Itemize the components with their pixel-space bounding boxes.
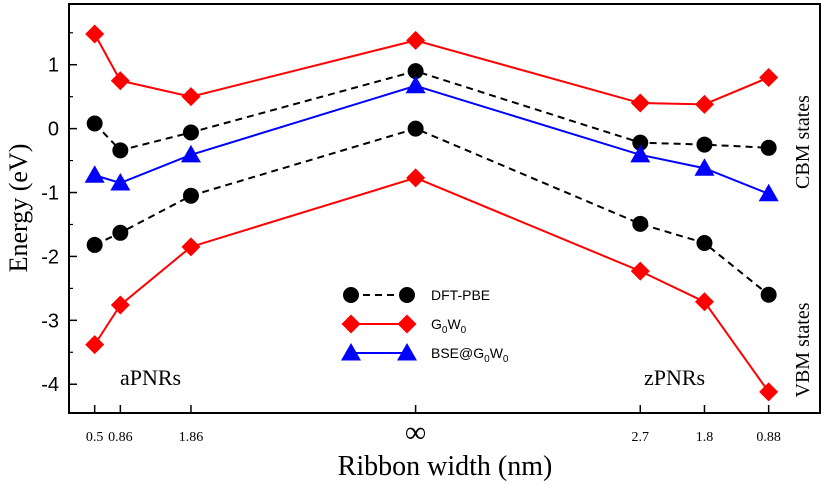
data-point xyxy=(632,215,649,232)
x-tick-label: 0.88 xyxy=(756,430,781,445)
tick-labels: 1 0 -1 -2 -3 -4 0.5 0.86 1.86 ∞ 2.7 1.8 0.88 xyxy=(41,55,781,449)
y-tick-label: 1 xyxy=(48,55,59,77)
y-axis-label: Energy (eV) xyxy=(4,144,33,273)
data-point xyxy=(182,124,199,141)
data-point xyxy=(110,295,130,315)
data-point xyxy=(112,142,129,159)
data-point xyxy=(759,67,779,87)
x-tick-label: 1.8 xyxy=(696,430,714,445)
data-point xyxy=(407,63,424,80)
y-tick-label: -4 xyxy=(41,374,59,396)
legend-label: G0W0 xyxy=(431,316,467,336)
data-point xyxy=(405,75,426,94)
series-markers xyxy=(84,24,779,402)
data-point xyxy=(696,136,713,153)
data-point xyxy=(632,134,649,151)
data-point xyxy=(112,224,129,241)
legend-marker xyxy=(397,314,417,334)
y-tick-label: -3 xyxy=(41,310,59,332)
data-point xyxy=(758,183,779,202)
y-tick-label: -2 xyxy=(41,246,59,268)
x-axis-label: Ribbon width (nm) xyxy=(338,451,553,482)
data-point xyxy=(110,71,130,91)
plot-frame xyxy=(68,3,821,414)
data-point xyxy=(110,172,131,191)
legend: DFT-PBE G0W0 BSE@G0W0 xyxy=(341,287,509,365)
vbm-states-annotation: VBM states xyxy=(792,302,814,397)
data-point xyxy=(86,236,103,253)
data-point xyxy=(181,87,201,107)
data-point xyxy=(407,120,424,137)
legend-label: DFT-PBE xyxy=(431,287,490,303)
cbm-states-annotation: CBM states xyxy=(792,95,814,189)
data-point xyxy=(760,139,777,156)
data-point xyxy=(694,94,714,114)
data-point xyxy=(759,382,779,402)
legend-marker xyxy=(341,314,361,334)
data-point xyxy=(630,144,651,163)
data-point xyxy=(696,235,713,252)
legend-marker xyxy=(341,343,361,361)
series-line xyxy=(94,84,770,195)
data-point xyxy=(85,24,105,44)
x-tick-label: ∞ xyxy=(405,416,426,449)
data-point xyxy=(85,335,105,355)
legend-label: BSE@G0W0 xyxy=(431,345,509,365)
x-tick-label: 2.7 xyxy=(632,430,650,445)
legend-marker xyxy=(399,287,415,303)
data-point xyxy=(630,261,650,281)
data-point xyxy=(406,168,426,188)
axis-ticks xyxy=(69,32,770,413)
apnrs-annotation: aPNRs xyxy=(120,365,181,390)
data-point xyxy=(406,30,426,50)
data-point xyxy=(760,286,777,303)
data-point xyxy=(694,158,715,176)
data-point xyxy=(86,115,103,132)
y-tick-label: -1 xyxy=(41,183,59,205)
zpnrs-annotation: zPNRs xyxy=(644,365,705,390)
data-point xyxy=(630,93,650,113)
data-point xyxy=(694,292,714,312)
data-point xyxy=(84,165,105,183)
x-tick-label: 1.86 xyxy=(179,430,204,445)
legend-marker xyxy=(397,343,417,361)
series-lines xyxy=(93,33,770,393)
x-tick-label: 0.86 xyxy=(108,430,133,445)
legend-marker xyxy=(343,287,359,303)
data-point xyxy=(181,237,201,257)
x-tick-label: 0.5 xyxy=(86,430,104,445)
data-point xyxy=(180,144,201,163)
data-point xyxy=(182,187,199,204)
y-tick-label: 0 xyxy=(48,119,59,141)
